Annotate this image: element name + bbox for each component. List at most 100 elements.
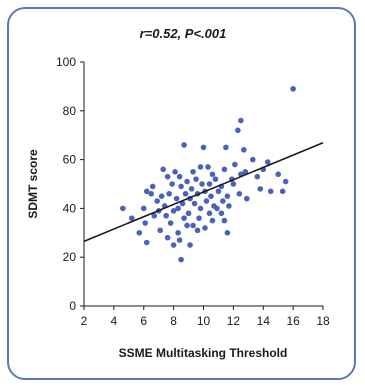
data-point	[136, 230, 143, 236]
data-point	[193, 176, 199, 182]
data-point	[290, 86, 296, 92]
x-tick-label: 14	[257, 314, 271, 328]
data-point	[190, 169, 196, 175]
data-point	[249, 156, 256, 163]
data-point	[187, 242, 193, 248]
data-point	[143, 188, 150, 195]
y-tick-label: 80	[63, 104, 77, 118]
x-tick-label: 8	[170, 314, 177, 328]
data-point	[197, 164, 204, 170]
data-point	[205, 164, 211, 170]
data-point	[282, 178, 289, 185]
data-point	[235, 127, 241, 134]
data-point	[200, 144, 207, 151]
y-tick-label: 20	[63, 250, 77, 264]
data-point	[175, 230, 181, 236]
data-point	[224, 193, 231, 199]
y-axis-label: SDMT score	[26, 149, 40, 219]
data-point	[242, 169, 249, 175]
data-point	[220, 198, 226, 204]
data-point	[166, 190, 172, 197]
data-point	[206, 181, 213, 187]
data-point	[223, 144, 229, 151]
data-point	[175, 205, 181, 212]
data-point	[191, 200, 198, 207]
data-point	[157, 227, 163, 234]
data-point	[221, 217, 228, 224]
data-point	[214, 205, 220, 212]
y-tick-label: 0	[69, 299, 76, 313]
data-point	[209, 217, 216, 224]
data-point	[154, 198, 160, 204]
data-point	[236, 190, 243, 197]
data-point	[149, 183, 156, 190]
y-tick-label: 100	[56, 55, 76, 69]
data-point	[224, 230, 231, 236]
data-point	[190, 222, 196, 229]
data-point	[164, 173, 171, 180]
data-point	[218, 210, 225, 217]
data-point	[203, 198, 210, 204]
data-point	[178, 256, 184, 263]
data-point	[215, 188, 222, 195]
data-point	[172, 169, 178, 175]
data-point	[275, 171, 281, 178]
data-point	[181, 142, 187, 148]
data-point	[167, 220, 174, 226]
trend-line	[83, 142, 324, 243]
data-point	[185, 210, 192, 217]
tick-group: 2 4 6 8 10 12 14 16 18 0 20 40 60 80 100	[56, 55, 330, 328]
data-point	[212, 176, 219, 182]
data-point	[238, 117, 244, 124]
points-group	[120, 86, 296, 263]
data-point	[120, 205, 126, 212]
data-point	[184, 178, 190, 185]
data-point	[197, 205, 204, 212]
data-point	[257, 186, 264, 192]
data-point	[202, 225, 208, 231]
data-point	[208, 193, 214, 199]
data-point	[199, 181, 205, 187]
y-tick-label: 40	[63, 201, 77, 215]
data-point	[194, 227, 201, 234]
chart-title: r=0.52, P<.001	[140, 26, 227, 41]
data-point	[176, 237, 183, 243]
data-point	[169, 181, 175, 187]
data-point	[181, 215, 187, 221]
x-tick-label: 12	[227, 314, 241, 328]
data-point	[140, 205, 147, 212]
data-point	[241, 147, 247, 153]
data-point	[178, 183, 184, 190]
data-point	[226, 203, 232, 209]
data-point	[230, 181, 237, 187]
data-point	[196, 215, 202, 221]
data-point	[142, 220, 149, 226]
data-point	[148, 190, 155, 197]
data-point	[254, 173, 261, 180]
data-point	[164, 234, 171, 241]
data-point	[176, 173, 183, 180]
data-point	[170, 208, 177, 214]
x-tick-label: 18	[316, 314, 330, 328]
data-point	[206, 210, 213, 217]
y-tick-label: 60	[63, 153, 77, 167]
data-point	[160, 166, 166, 173]
data-point	[173, 195, 180, 202]
data-point	[158, 193, 165, 199]
data-point	[182, 190, 189, 197]
chart-card	[7, 7, 356, 380]
x-tick-label: 16	[286, 314, 300, 328]
data-point	[129, 215, 135, 221]
data-point	[209, 171, 216, 178]
x-tick-label: 4	[111, 314, 118, 328]
x-tick-label: 2	[81, 314, 88, 328]
data-point	[267, 188, 274, 195]
data-point	[244, 195, 250, 202]
x-axis-label: SSME Multitasking Threshold	[119, 346, 288, 360]
data-point	[264, 159, 271, 165]
data-point	[184, 222, 190, 229]
x-tick-label: 6	[140, 314, 147, 328]
data-point	[232, 161, 238, 168]
data-point	[188, 186, 195, 192]
